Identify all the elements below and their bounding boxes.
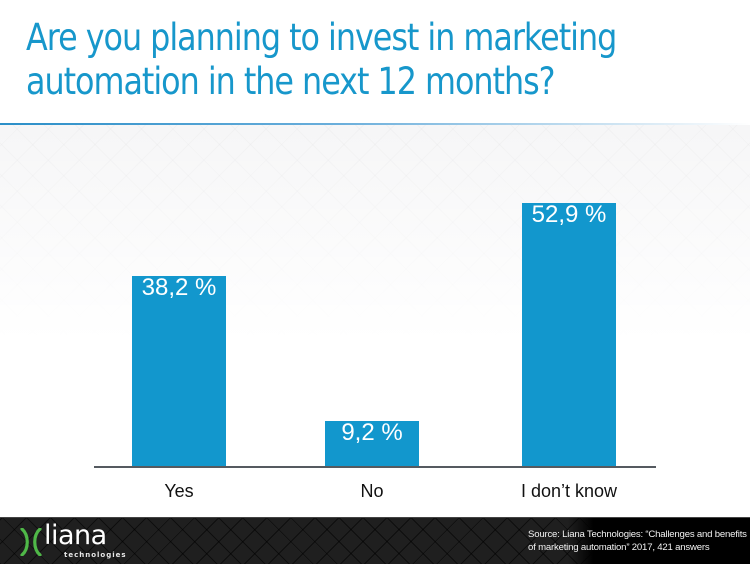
category-label-yes: Yes: [164, 481, 194, 501]
footer-solid-panel: [568, 518, 750, 564]
bar-value-label: 52,9 %: [531, 201, 607, 228]
header-divider: [0, 123, 750, 125]
title-line-1: Are you planning to invest in marketing: [26, 16, 617, 59]
footer-bar: liana technologies Source: Liana Technol…: [0, 517, 750, 564]
bar-value-label: 9,2 %: [341, 419, 403, 446]
bar-dont-know: 52,9 %: [522, 201, 616, 467]
page-title: Are you planning to invest in marketing …: [26, 16, 740, 104]
bar-yes: 38,2 %: [132, 274, 226, 467]
logo-wordmark: liana: [44, 520, 107, 551]
category-label-dont-know: I don’t know: [520, 481, 618, 501]
source-citation: Source: Liana Technologies: “Challenges …: [528, 528, 748, 554]
liana-mark-icon: [20, 528, 42, 556]
bar-no: 9,2 %: [325, 419, 419, 467]
source-line-2: of marketing automation” 2017, 421 answe…: [528, 542, 710, 553]
source-line-1: Source: Liana Technologies: “Challenges …: [528, 529, 747, 540]
category-label-no: No: [360, 481, 384, 501]
bar-value-label: 38,2 %: [141, 274, 217, 301]
x-axis-line: [94, 466, 656, 468]
title-line-2: automation in the next 12 months?: [26, 60, 556, 103]
liana-logo: liana technologies: [20, 520, 130, 560]
logo-subtitle: technologies: [64, 551, 127, 559]
